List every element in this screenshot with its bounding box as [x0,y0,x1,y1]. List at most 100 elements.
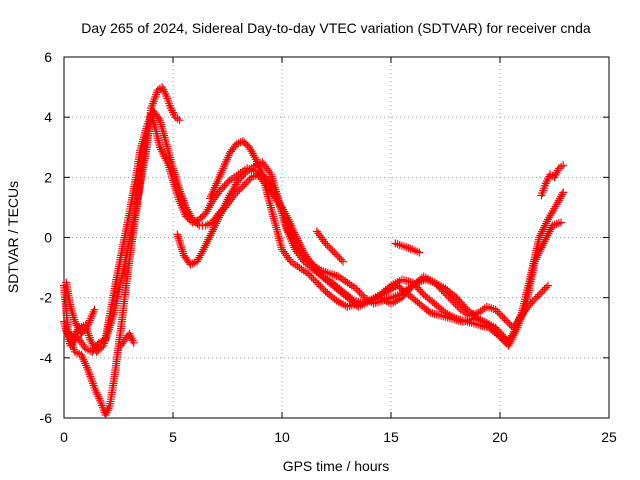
data-point [297,244,306,253]
data-point [446,294,455,303]
data-point [415,248,424,257]
data-point [402,276,411,285]
data-point [248,149,257,158]
data-point [88,339,97,348]
data-point [209,225,218,234]
data-point [213,217,222,226]
data-point [119,337,128,346]
data-point [221,199,230,208]
data-point [535,290,544,299]
data-point [509,323,518,332]
data-point [293,236,302,245]
data-point [216,209,225,218]
data-point [432,280,441,289]
data-point [558,190,567,199]
data-point [428,309,437,318]
data-point [359,291,368,300]
data-point [496,311,505,320]
data-point [553,198,562,207]
data-point [304,254,313,263]
data-point [559,161,568,170]
data-point [528,297,537,306]
data-point [448,296,457,305]
data-point [215,211,224,220]
data-point [211,221,220,230]
data-point [305,256,314,265]
data-point [400,276,409,285]
data-point [177,243,186,252]
data-point [314,280,323,289]
data-point [74,323,83,332]
data-point [541,221,550,230]
data-point [542,217,551,226]
data-point [352,284,361,293]
data-point [220,181,229,190]
data-point [218,205,227,214]
data-point [491,305,500,314]
data-point [542,219,551,228]
data-point [554,196,563,205]
data-point [264,166,273,175]
data-point [307,273,316,282]
series-track-i [312,227,348,266]
data-point [539,225,548,234]
data-point [195,253,204,262]
data-point [545,227,554,236]
data-point [281,209,290,218]
data-point [242,178,251,187]
data-point [294,238,303,247]
data-point [500,334,509,343]
data-point [280,249,289,258]
data-point [203,205,212,214]
data-point [74,334,83,343]
data-point [174,234,183,243]
data-point [543,281,552,290]
data-point [212,219,221,228]
data-point [304,269,313,278]
data-point [86,335,95,344]
data-point [206,201,215,210]
data-point [337,255,346,264]
data-point [233,187,242,196]
data-point [184,207,193,216]
data-point [333,252,342,261]
data-point [355,288,364,297]
x-tick-label: 5 [169,429,177,445]
data-point [202,207,211,216]
data-point [461,317,470,326]
data-point [202,239,211,248]
chart-title: Day 265 of 2024, Sidereal Day-to-day VTE… [81,20,591,36]
data-point [519,309,528,318]
data-point [511,319,520,328]
data-point [444,293,453,302]
data-point [278,245,286,254]
x-axis-label: GPS time / hours [283,458,390,474]
data-point [206,231,215,240]
data-point [318,284,327,293]
data-point [335,253,344,262]
data-point [262,164,271,173]
data-point [258,158,267,167]
data-point [546,225,555,234]
data-point [293,234,302,243]
data-point [175,238,184,247]
data-point [183,205,192,214]
y-tick-label: 0 [44,230,52,246]
data-point [325,243,334,252]
data-point [193,219,202,228]
data-point [90,305,99,314]
data-point [282,211,291,220]
series-track-c [62,83,184,356]
data-point [208,227,217,236]
data-point [291,230,300,239]
data-point [555,194,564,203]
grid-lines [64,57,609,418]
data-point [312,227,321,236]
data-point [502,316,511,325]
data-point [176,241,185,250]
data-point [541,235,550,244]
data-point [520,307,529,316]
data-point [535,233,544,242]
data-point [296,242,305,251]
data-point [522,305,531,314]
